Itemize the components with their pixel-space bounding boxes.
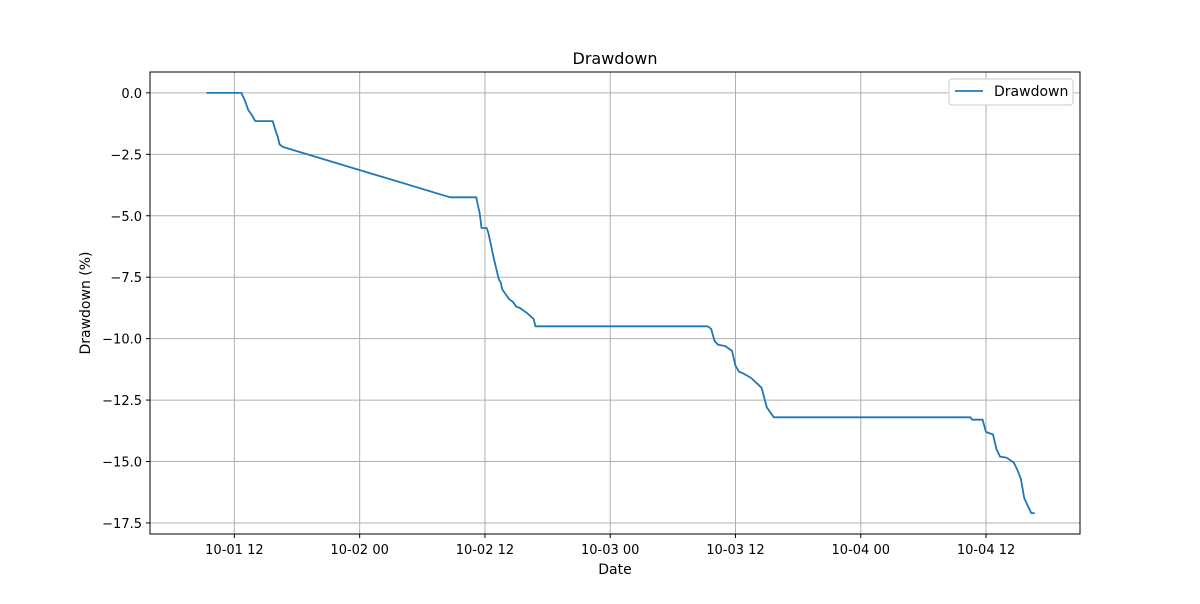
x-axis-label: Date xyxy=(598,562,631,578)
y-tick-label: −5.0 xyxy=(110,210,142,225)
y-tick-label: −17.5 xyxy=(102,517,142,532)
y-axis-label: Drawdown (%) xyxy=(78,251,94,354)
y-tick-label: 0.0 xyxy=(121,87,142,102)
legend: Drawdown xyxy=(948,78,1074,106)
x-tick-label: 10-03 12 xyxy=(706,543,764,558)
y-axis: 0.0 −2.5 −5.0 −7.5 −10.0 −12.5 −15.0 −17.5 xyxy=(102,87,150,532)
plot-frame xyxy=(149,71,1081,535)
x-tick-label: 10-04 12 xyxy=(957,543,1015,558)
x-tick-label: 10-03 00 xyxy=(581,543,639,558)
y-tick-label: −2.5 xyxy=(110,148,142,163)
series-layer xyxy=(206,92,1035,514)
legend-label: Drawdown xyxy=(994,84,1068,100)
x-tick-label: 10-02 12 xyxy=(456,543,514,558)
grid xyxy=(150,72,1080,534)
legend-box xyxy=(948,78,1074,106)
chart-title: Drawdown xyxy=(573,49,658,68)
series-line-drawdown xyxy=(206,92,1035,514)
x-tick-label: 10-04 00 xyxy=(832,543,890,558)
y-tick-label: −7.5 xyxy=(110,271,142,286)
x-tick-label: 10-01 12 xyxy=(205,543,263,558)
y-tick-label: −10.0 xyxy=(102,333,142,348)
x-tick-label: 10-02 00 xyxy=(330,543,388,558)
y-tick-label: −12.5 xyxy=(102,394,142,409)
y-tick-label: −15.0 xyxy=(102,456,142,471)
x-axis: 10-01 12 10-02 00 10-02 12 10-03 00 10-03 12… xyxy=(205,534,1015,558)
